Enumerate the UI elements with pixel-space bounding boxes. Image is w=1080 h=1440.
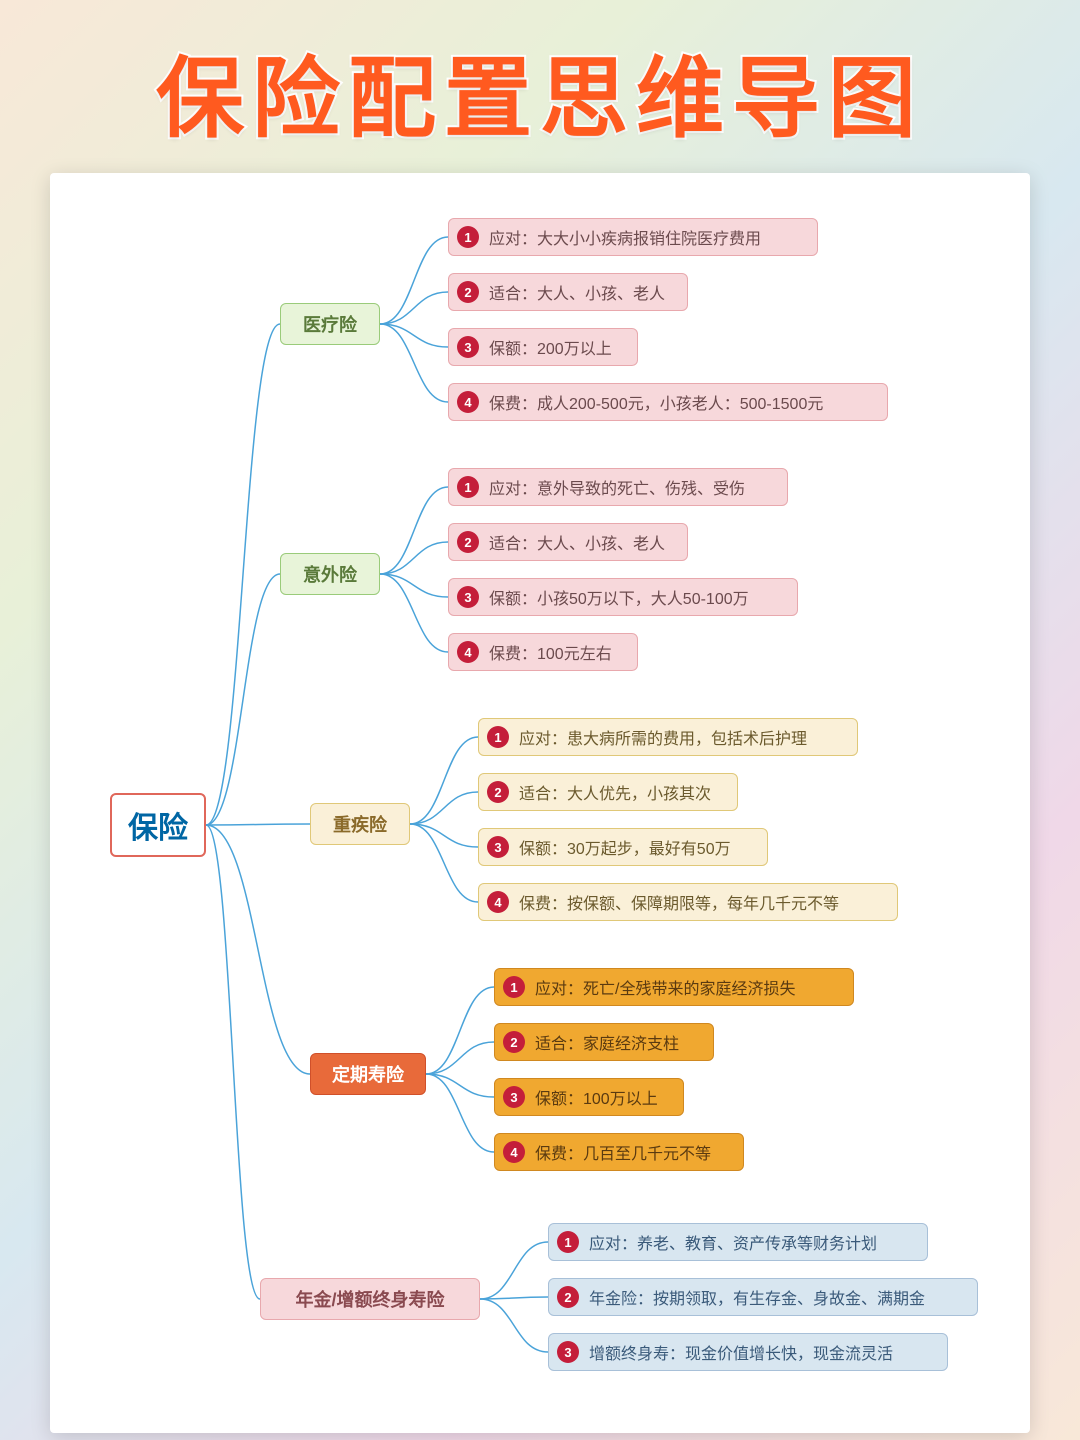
leaf-text: 适合：大人、小孩、老人 xyxy=(489,280,665,304)
leaf-text: 应对：意外导致的死亡、伤残、受伤 xyxy=(489,475,745,499)
leaf-medical-2: 2 适合：大人、小孩、老人 xyxy=(448,273,688,311)
leaf-term-3: 3 保额：100万以上 xyxy=(494,1078,684,1116)
leaf-text: 适合：大人优先，小孩其次 xyxy=(519,780,711,804)
leaf-text: 保费：100元左右 xyxy=(489,640,612,664)
leaf-number-badge: 4 xyxy=(457,641,479,663)
leaf-critical-3: 3 保额：30万起步，最好有50万 xyxy=(478,828,768,866)
category-accident: 意外险 xyxy=(280,553,380,595)
leaf-critical-2: 2 适合：大人优先，小孩其次 xyxy=(478,773,738,811)
leaf-text: 年金险：按期领取，有生存金、身故金、满期金 xyxy=(589,1285,925,1309)
leaf-number-badge: 2 xyxy=(503,1031,525,1053)
leaf-text: 保额：30万起步，最好有50万 xyxy=(519,835,731,859)
leaf-term-2: 2 适合：家庭经济支柱 xyxy=(494,1023,714,1061)
leaf-number-badge: 1 xyxy=(503,976,525,998)
leaf-medical-1: 1 应对：大大小小疾病报销住院医疗费用 xyxy=(448,218,818,256)
leaf-text: 保费：几百至几千元不等 xyxy=(535,1140,711,1164)
leaf-text: 适合：大人、小孩、老人 xyxy=(489,530,665,554)
leaf-number-badge: 1 xyxy=(457,226,479,248)
category-term: 定期寿险 xyxy=(310,1053,426,1095)
category-medical: 医疗险 xyxy=(280,303,380,345)
leaf-text: 增额终身寿：现金价值增长快，现金流灵活 xyxy=(589,1340,893,1364)
leaf-text: 应对：养老、教育、资产传承等财务计划 xyxy=(589,1230,877,1254)
category-annuity: 年金/增额终身寿险 xyxy=(260,1278,480,1320)
leaf-critical-4: 4 保费：按保额、保障期限等，每年几千元不等 xyxy=(478,883,898,921)
category-critical: 重疾险 xyxy=(310,803,410,845)
leaf-text: 保额：100万以上 xyxy=(535,1085,658,1109)
leaf-number-badge: 2 xyxy=(487,781,509,803)
leaf-number-badge: 1 xyxy=(487,726,509,748)
leaf-number-badge: 3 xyxy=(487,836,509,858)
leaf-number-badge: 2 xyxy=(557,1286,579,1308)
leaf-text: 保费：成人200-500元，小孩老人：500-1500元 xyxy=(489,390,823,414)
leaf-text: 保额：200万以上 xyxy=(489,335,612,359)
leaf-term-4: 4 保费：几百至几千元不等 xyxy=(494,1133,744,1171)
leaf-text: 应对：大大小小疾病报销住院医疗费用 xyxy=(489,225,761,249)
leaf-number-badge: 4 xyxy=(487,891,509,913)
leaf-text: 应对：死亡/全残带来的家庭经济损失 xyxy=(535,975,795,999)
leaf-annuity-3: 3 增额终身寿：现金价值增长快，现金流灵活 xyxy=(548,1333,948,1371)
leaf-text: 保费：按保额、保障期限等，每年几千元不等 xyxy=(519,890,839,914)
mindmap-card: 保险 医疗险 1 应对：大大小小疾病报销住院医疗费用 2 适合：大人、小孩、老人 3 保额：2… xyxy=(50,173,1030,1433)
leaf-number-badge: 4 xyxy=(457,391,479,413)
leaf-medical-4: 4 保费：成人200-500元，小孩老人：500-1500元 xyxy=(448,383,888,421)
leaf-number-badge: 4 xyxy=(503,1141,525,1163)
leaf-accident-2: 2 适合：大人、小孩、老人 xyxy=(448,523,688,561)
leaf-number-badge: 3 xyxy=(457,586,479,608)
leaf-accident-4: 4 保费：100元左右 xyxy=(448,633,638,671)
leaf-number-badge: 1 xyxy=(457,476,479,498)
leaf-term-1: 1 应对：死亡/全残带来的家庭经济损失 xyxy=(494,968,854,1006)
leaf-accident-3: 3 保额：小孩50万以下，大人50-100万 xyxy=(448,578,798,616)
leaf-number-badge: 3 xyxy=(557,1341,579,1363)
leaf-text: 应对：患大病所需的费用，包括术后护理 xyxy=(519,725,807,749)
leaf-number-badge: 1 xyxy=(557,1231,579,1253)
leaf-medical-3: 3 保额：200万以上 xyxy=(448,328,638,366)
leaf-critical-1: 1 应对：患大病所需的费用，包括术后护理 xyxy=(478,718,858,756)
leaf-annuity-2: 2 年金险：按期领取，有生存金、身故金、满期金 xyxy=(548,1278,978,1316)
leaf-annuity-1: 1 应对：养老、教育、资产传承等财务计划 xyxy=(548,1223,928,1261)
leaf-number-badge: 2 xyxy=(457,531,479,553)
leaf-number-badge: 3 xyxy=(457,336,479,358)
root-node: 保险 xyxy=(110,793,206,857)
leaf-text: 适合：家庭经济支柱 xyxy=(535,1030,679,1054)
leaf-accident-1: 1 应对：意外导致的死亡、伤残、受伤 xyxy=(448,468,788,506)
leaf-text: 保额：小孩50万以下，大人50-100万 xyxy=(489,585,749,609)
leaf-number-badge: 3 xyxy=(503,1086,525,1108)
page-title: 保险配置思维导图 xyxy=(0,0,1080,173)
leaf-number-badge: 2 xyxy=(457,281,479,303)
